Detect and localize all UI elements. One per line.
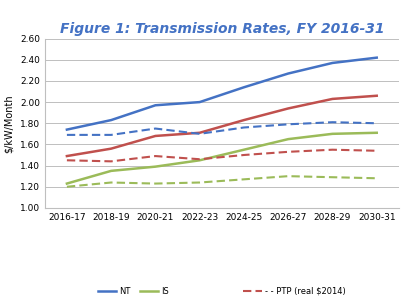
- - IS (real $2014) <box>109 181 114 184</box>
IS <box>109 169 114 173</box>
IS <box>153 165 158 168</box>
- - PTP (real $2014) <box>197 157 202 161</box>
Line: PTP: PTP <box>67 96 377 156</box>
PTP <box>330 97 335 101</box>
- - NT (real $2014) <box>153 127 158 130</box>
- - IS (real $2014) <box>241 178 246 181</box>
NT <box>109 118 114 122</box>
IS <box>330 132 335 136</box>
- - NT (real $2014) <box>241 126 246 129</box>
- - PTP (real $2014) <box>241 153 246 157</box>
IS <box>286 137 291 141</box>
NT <box>374 56 379 59</box>
- - IS (real $2014) <box>286 174 291 178</box>
- - IS (real $2014) <box>330 176 335 179</box>
NT <box>241 86 246 89</box>
- - NT (real $2014) <box>197 132 202 136</box>
Line: NT: NT <box>67 58 377 129</box>
- - NT (real $2014) <box>374 121 379 125</box>
- - NT (real $2014) <box>286 123 291 126</box>
- - IS (real $2014) <box>64 185 69 189</box>
PTP <box>109 147 114 151</box>
PTP <box>64 154 69 158</box>
Legend: NT, PTP, IS, - - NT (real $2014), - - PTP (real $2014), - - IS (real $2014): NT, PTP, IS, - - NT (real $2014), - - PT… <box>94 283 349 297</box>
Line: - - IS (real $2014): - - IS (real $2014) <box>67 176 377 187</box>
- - IS (real $2014) <box>374 176 379 180</box>
IS <box>241 148 246 151</box>
Line: - - NT (real $2014): - - NT (real $2014) <box>67 122 377 135</box>
- - PTP (real $2014) <box>374 149 379 153</box>
NT <box>197 100 202 104</box>
- - PTP (real $2014) <box>330 148 335 151</box>
IS <box>197 159 202 162</box>
IS <box>64 182 69 185</box>
- - IS (real $2014) <box>153 182 158 185</box>
- - PTP (real $2014) <box>153 154 158 158</box>
- - NT (real $2014) <box>64 133 69 137</box>
IS <box>374 131 379 135</box>
- - PTP (real $2014) <box>109 159 114 163</box>
- - IS (real $2014) <box>197 181 202 184</box>
NT <box>64 128 69 131</box>
Line: - - PTP (real $2014): - - PTP (real $2014) <box>67 150 377 161</box>
Line: IS: IS <box>67 133 377 184</box>
- - NT (real $2014) <box>330 120 335 124</box>
PTP <box>374 94 379 97</box>
PTP <box>197 131 202 135</box>
Title: Figure 1: Transmission Rates, FY 2016-31: Figure 1: Transmission Rates, FY 2016-31 <box>59 22 384 36</box>
PTP <box>153 134 158 138</box>
Y-axis label: $/kW/Month: $/kW/Month <box>4 94 14 153</box>
NT <box>330 61 335 65</box>
- - PTP (real $2014) <box>286 150 291 154</box>
PTP <box>286 107 291 110</box>
NT <box>286 72 291 75</box>
PTP <box>241 118 246 122</box>
NT <box>153 103 158 107</box>
- - PTP (real $2014) <box>64 159 69 162</box>
- - NT (real $2014) <box>109 133 114 137</box>
